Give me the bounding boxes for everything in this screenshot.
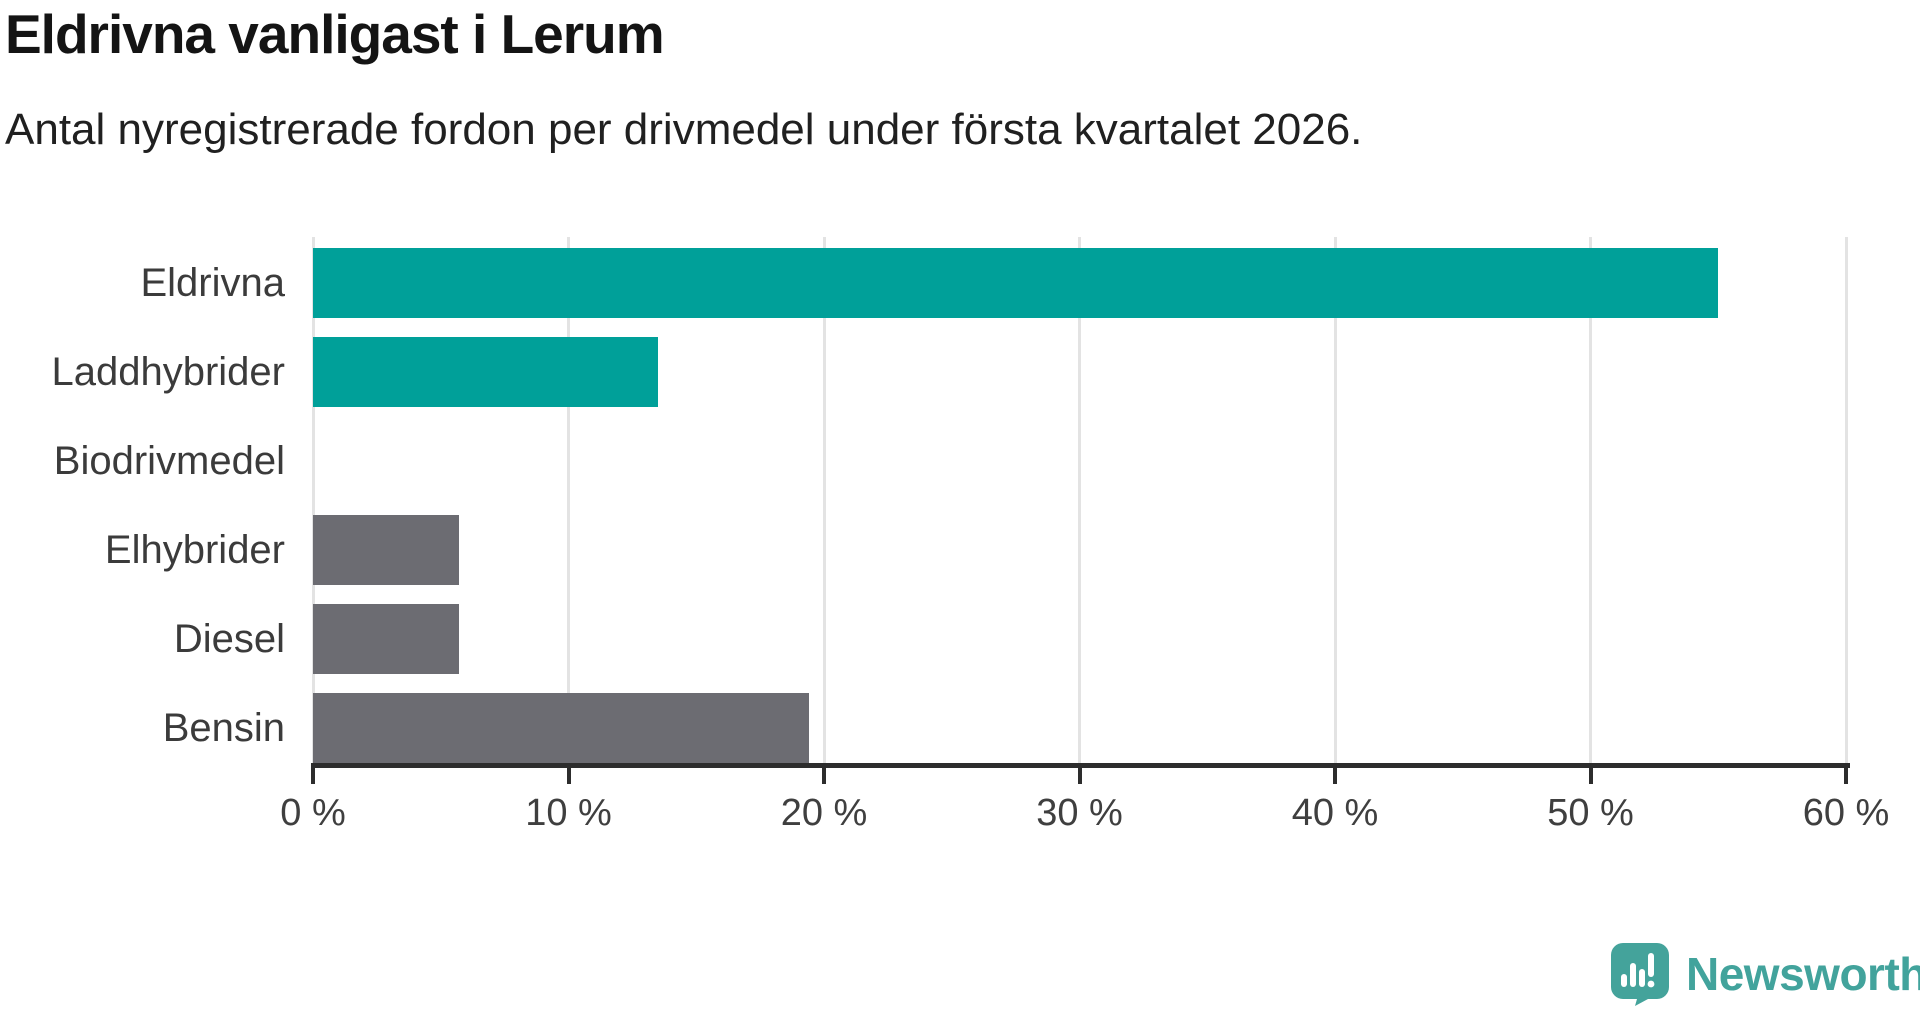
category-label: Eldrivna	[140, 261, 285, 305]
x-tick-label: 0 %	[280, 792, 346, 834]
x-axis-tick	[1588, 763, 1593, 784]
bar-laddhybrider	[313, 337, 658, 407]
logo-bar-2	[1630, 963, 1636, 987]
category-label: Diesel	[173, 617, 285, 661]
logo-exclamation-bar	[1648, 953, 1654, 977]
gridline	[1844, 237, 1848, 763]
x-tick-label: 20 %	[780, 792, 868, 834]
x-axis-tick	[311, 763, 315, 784]
gridline	[1078, 237, 1081, 763]
category-label: Laddhybrider	[51, 350, 286, 394]
gridline	[311, 237, 315, 763]
bar-diesel	[313, 604, 459, 674]
bar-bensin	[313, 693, 809, 763]
brand-name: Newsworthy	[1686, 948, 1920, 1000]
logo-bar-3	[1639, 969, 1645, 987]
logo-exclamation-dot	[1647, 980, 1655, 988]
category-label: Elhybrider	[104, 528, 285, 572]
category-label: Bensin	[162, 706, 285, 750]
gridline	[1589, 237, 1592, 763]
page-title: Eldrivna vanligast i Lerum	[5, 3, 665, 65]
bar-eldrivna	[313, 248, 1719, 318]
x-axis-tick	[1077, 763, 1082, 784]
chart-subtitle: Antal nyregistrerade fordon per drivmede…	[5, 105, 1363, 154]
x-axis-tick	[1844, 763, 1848, 784]
bar-elhybrider	[313, 515, 459, 585]
gridline	[567, 237, 570, 763]
x-axis-tick	[822, 763, 826, 784]
x-tick-label: 50 %	[1547, 792, 1634, 834]
logo-bar-1	[1621, 974, 1627, 987]
x-tick-label: 40 %	[1291, 792, 1379, 834]
category-label: Biodrivmedel	[53, 439, 285, 483]
x-tick-label: 60 %	[1802, 792, 1890, 834]
newsworthy-logo-icon	[1611, 943, 1669, 1006]
gridline	[822, 237, 826, 763]
x-axis-tick	[566, 763, 571, 784]
brand-logo: Newsworthy	[1610, 942, 1920, 1006]
gridline	[1333, 237, 1337, 763]
x-axis-tick	[1333, 763, 1337, 784]
x-tick-label: 30 %	[1036, 792, 1123, 834]
x-tick-label: 10 %	[525, 792, 612, 834]
